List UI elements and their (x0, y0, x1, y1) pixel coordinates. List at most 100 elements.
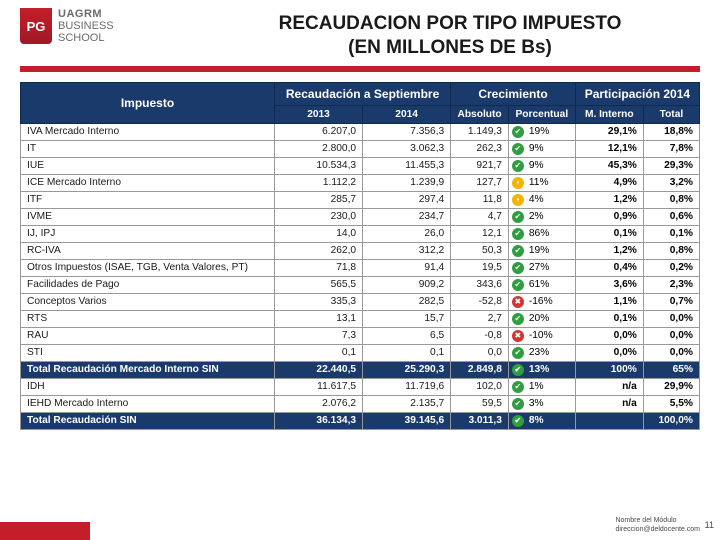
col-2014: 2014 (363, 105, 451, 123)
table-head: Impuesto Recaudación a Septiembre Crecim… (21, 82, 700, 123)
cell-total: 7,8% (643, 140, 699, 157)
cell-2013: 11.617,5 (274, 378, 362, 395)
cell-mint: n/a (575, 395, 643, 412)
grp-crecimiento: Crecimiento (451, 82, 576, 105)
logo-line2: BUSINESS (58, 20, 114, 32)
pct-value: 11% (529, 177, 549, 188)
cell-pct: ✔13% (508, 361, 575, 378)
cell-2013: 7,3 (274, 327, 362, 344)
slide: PG UAGRM BUSINESS SCHOOL RECAUDACION POR… (0, 0, 720, 540)
cell-2013: 10.534,3 (274, 157, 362, 174)
cell-pct: ✔ 23% (508, 344, 575, 361)
pct-value: -16% (529, 296, 553, 307)
cell-abs: -52,8 (451, 293, 509, 310)
cell-2013: 0,1 (274, 344, 362, 361)
pct-value: 4% (529, 194, 544, 205)
cell-total: 100,0% (643, 412, 699, 429)
cell-pct: ✔1% (508, 378, 575, 395)
cell-total: 0,8% (643, 242, 699, 259)
cell-mint: 1,2% (575, 242, 643, 259)
cell-total: 0,0% (643, 327, 699, 344)
cell-2014: 7.356,3 (363, 123, 451, 140)
cell-2014: 15,7 (363, 310, 451, 327)
label: Otros Impuestos (ISAE, TGB, Venta Valore… (21, 259, 275, 276)
title-line1: RECAUDACION POR TIPO IMPUESTO (200, 12, 700, 36)
label: Conceptos Varios (21, 293, 275, 310)
cell-2014: 0,1 (363, 344, 451, 361)
check-icon: ✔ (512, 160, 524, 172)
label: IUE (21, 157, 275, 174)
cell-pct: ✔ 9% (508, 157, 575, 174)
cell-abs: 1.149,3 (451, 123, 509, 140)
table-row: ITF285,7297,411,8•4%1,2%0,8% (21, 191, 700, 208)
col-2013: 2013 (274, 105, 362, 123)
cell-2013: 2.076,2 (274, 395, 362, 412)
pct-value: 23% (529, 347, 549, 358)
cell-2013: 14,0 (274, 225, 362, 242)
cell-mint: 0,0% (575, 344, 643, 361)
check-icon: ✔ (512, 211, 524, 223)
cell-2014: 312,2 (363, 242, 451, 259)
cell-mint: 0,4% (575, 259, 643, 276)
cell-2013: 13,1 (274, 310, 362, 327)
logo-line1: UAGRM (58, 8, 114, 20)
cell-2013: 285,7 (274, 191, 362, 208)
pct-value: 61% (529, 279, 549, 290)
cell-abs: 50,3 (451, 242, 509, 259)
label: RTS (21, 310, 275, 327)
title-line2: (EN MILLONES DE Bs) (200, 36, 700, 60)
cell-pct: ✖-16% (508, 293, 575, 310)
table-row: IT2.800,03.062,3262,3✔9%12,1%7,8% (21, 140, 700, 157)
cell-2014: 25.290,3 (363, 361, 451, 378)
cell-2013: 22.440,5 (274, 361, 362, 378)
cell-abs: 12,1 (451, 225, 509, 242)
table-row: IVA Mercado Interno6.207,07.356,31.149,3… (21, 123, 700, 140)
cell-pct: ✔ 27% (508, 259, 575, 276)
label: Facilidades de Pago (21, 276, 275, 293)
cell-abs: 4,7 (451, 208, 509, 225)
cell-2014: 1.239,9 (363, 174, 451, 191)
pct-value: 2% (529, 211, 544, 222)
cell-pct: ✔ 9% (508, 140, 575, 157)
cell-2014: 91,4 (363, 259, 451, 276)
table-row: IJ, IPJ14,026,012,1✔86%0,1%0,1% (21, 225, 700, 242)
table-row: IUE10.534,311.455,3921,7✔9%45,3%29,3% (21, 157, 700, 174)
pct-value: 27% (529, 262, 549, 273)
cell-2014: 39.145,6 (363, 412, 451, 429)
pct-value: 9% (529, 160, 544, 171)
check-icon: ✔ (512, 262, 524, 274)
pct-value: 9% (529, 143, 544, 154)
page-number: 11 (705, 520, 714, 530)
pct-value: 19% (529, 245, 549, 256)
cell-mint: 0,9% (575, 208, 643, 225)
check-icon: ✔ (512, 228, 524, 240)
cell-total: 0,2% (643, 259, 699, 276)
cell-abs: 11,8 (451, 191, 509, 208)
label: RAU (21, 327, 275, 344)
table-row: IVME230,0234,74,7✔2%0,9%0,6% (21, 208, 700, 225)
table-row: RTS13,115,72,7✔20%0,1%0,0% (21, 310, 700, 327)
cell-2013: 36.134,3 (274, 412, 362, 429)
footer-line2: direccion@deldocente.com (615, 526, 700, 534)
cell-mint: 45,3% (575, 157, 643, 174)
tax-table: Impuesto Recaudación a Septiembre Crecim… (20, 82, 700, 430)
page-title: RECAUDACION POR TIPO IMPUESTO (EN MILLON… (200, 8, 700, 60)
cell-2013: 2.800,0 (274, 140, 362, 157)
check-icon: ✔ (512, 347, 524, 359)
check-icon: ✔ (512, 143, 524, 155)
cell-abs: -0,8 (451, 327, 509, 344)
dot-icon: • (512, 177, 524, 189)
cell-2014: 11.455,3 (363, 157, 451, 174)
check-icon: ✔ (512, 398, 524, 410)
table-row: RC-IVA262,0312,250,3✔19%1,2%0,8% (21, 242, 700, 259)
cell-2013: 71,8 (274, 259, 362, 276)
table-row: STI0,10,10,0✔23%0,0%0,0% (21, 344, 700, 361)
cell-2013: 565,5 (274, 276, 362, 293)
cell-mint: 1,1% (575, 293, 643, 310)
grp-recaudacion: Recaudación a Septiembre (274, 82, 450, 105)
cell-2014: 11.719,6 (363, 378, 451, 395)
table-row: Conceptos Varios335,3282,5-52,8✖-16%1,1%… (21, 293, 700, 310)
check-icon: ✔ (512, 313, 524, 325)
cell-pct: ✔61% (508, 276, 575, 293)
pct-value: 20% (529, 313, 549, 324)
